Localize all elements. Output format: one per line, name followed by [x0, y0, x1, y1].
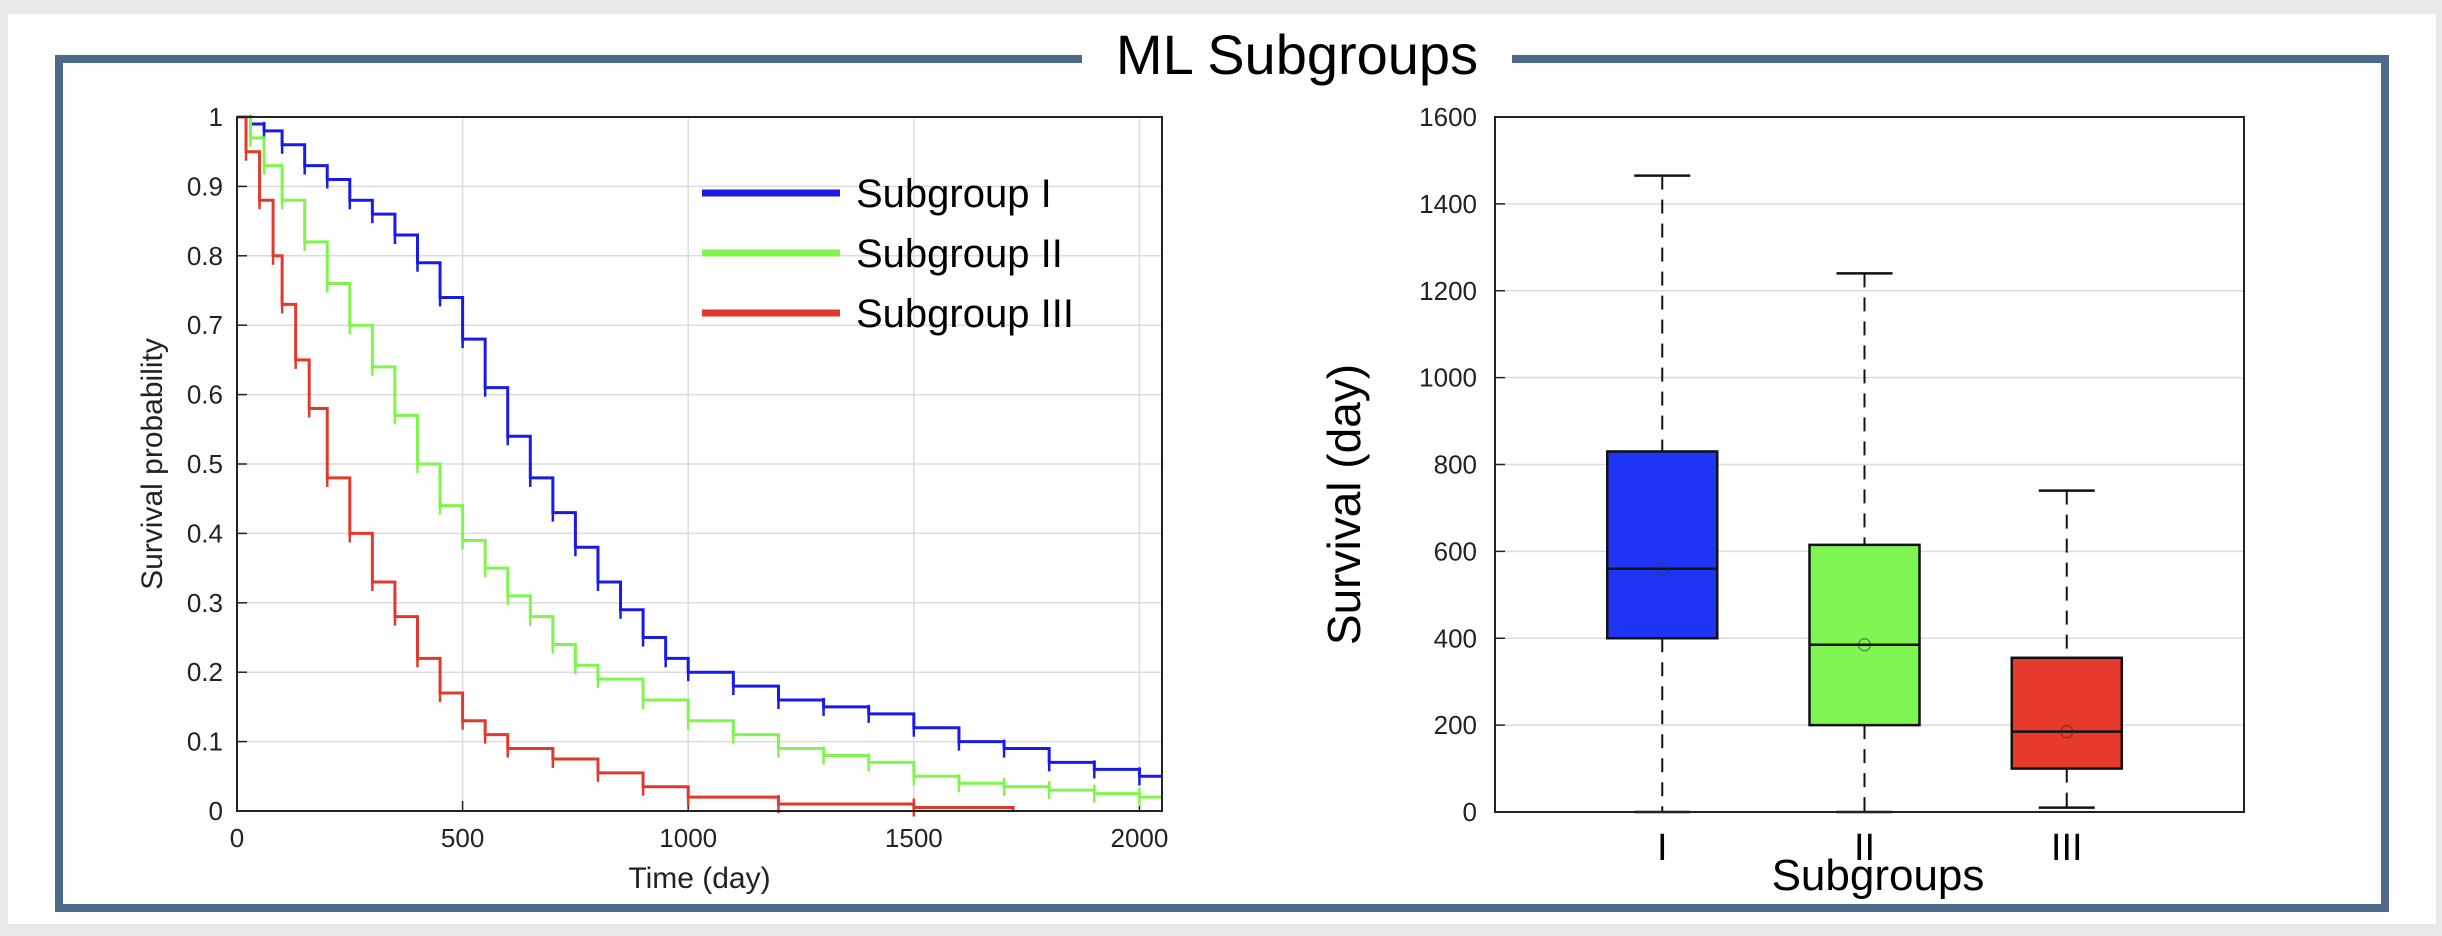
km-ytick-label: 0.7 [187, 310, 223, 340]
box-category-label: II [1854, 827, 1875, 869]
km-legend-label: Subgroup III [856, 292, 1074, 336]
km-xtick-label: 0 [230, 823, 244, 853]
km-legend-label: Subgroup II [856, 232, 1063, 276]
box-x-axis-label: Subgroups [1772, 851, 1985, 900]
km-x-axis-label: Time (day) [628, 862, 770, 895]
box-ytick-label: 800 [1434, 450, 1477, 480]
km-xtick-label: 1000 [659, 823, 717, 853]
km-ytick-label: 0.2 [187, 657, 223, 687]
box-ytick-label: 600 [1434, 536, 1477, 566]
box-category-label: III [2051, 827, 2083, 869]
km-ytick-label: 0.3 [187, 588, 223, 618]
box-iqr [2010, 656, 2123, 770]
km-ytick-label: 0 [209, 796, 223, 826]
box-ytick-label: 1600 [1419, 102, 1477, 132]
km-series-line [237, 115, 1162, 778]
km-ytick-label: 0.6 [187, 380, 223, 410]
km-ytick-label: 1 [209, 102, 223, 132]
km-ytick-label: 0.1 [187, 727, 223, 757]
km-ytick-label: 0.9 [187, 171, 223, 201]
box-ytick-label: 1200 [1419, 276, 1477, 306]
box-axes-box [1494, 116, 2245, 813]
box-ytick-label: 200 [1434, 710, 1477, 740]
box-ytick-label: 1000 [1419, 363, 1477, 393]
box-y-axis-label: Survival (day) [1318, 364, 1370, 645]
box-ytick-label: 0 [1463, 797, 1477, 827]
box-ytick-label: 1400 [1419, 189, 1477, 219]
km-y-axis-label: Survival probability [136, 338, 169, 590]
km-xtick-label: 1500 [885, 823, 943, 853]
box-category-label: I [1657, 827, 1668, 869]
box-ytick-label: 400 [1434, 623, 1477, 653]
box-mean-marker [1655, 562, 1669, 576]
box-iqr [1606, 450, 1719, 640]
km-xtick-label: 500 [441, 823, 484, 853]
box-mean-marker [1857, 638, 1872, 652]
box-iqr [1808, 543, 1921, 727]
km-ytick-label: 0.8 [187, 241, 223, 271]
km-xtick-label: 2000 [1111, 823, 1169, 853]
km-ytick-label: 0.5 [187, 449, 223, 479]
km-legend-label: Subgroup I [856, 172, 1052, 216]
figure-title: ML Subgroups [1082, 14, 1512, 96]
box-mean-marker [2060, 725, 2074, 739]
km-ytick-label: 0.4 [187, 518, 223, 548]
km-axes-box [236, 116, 1163, 812]
